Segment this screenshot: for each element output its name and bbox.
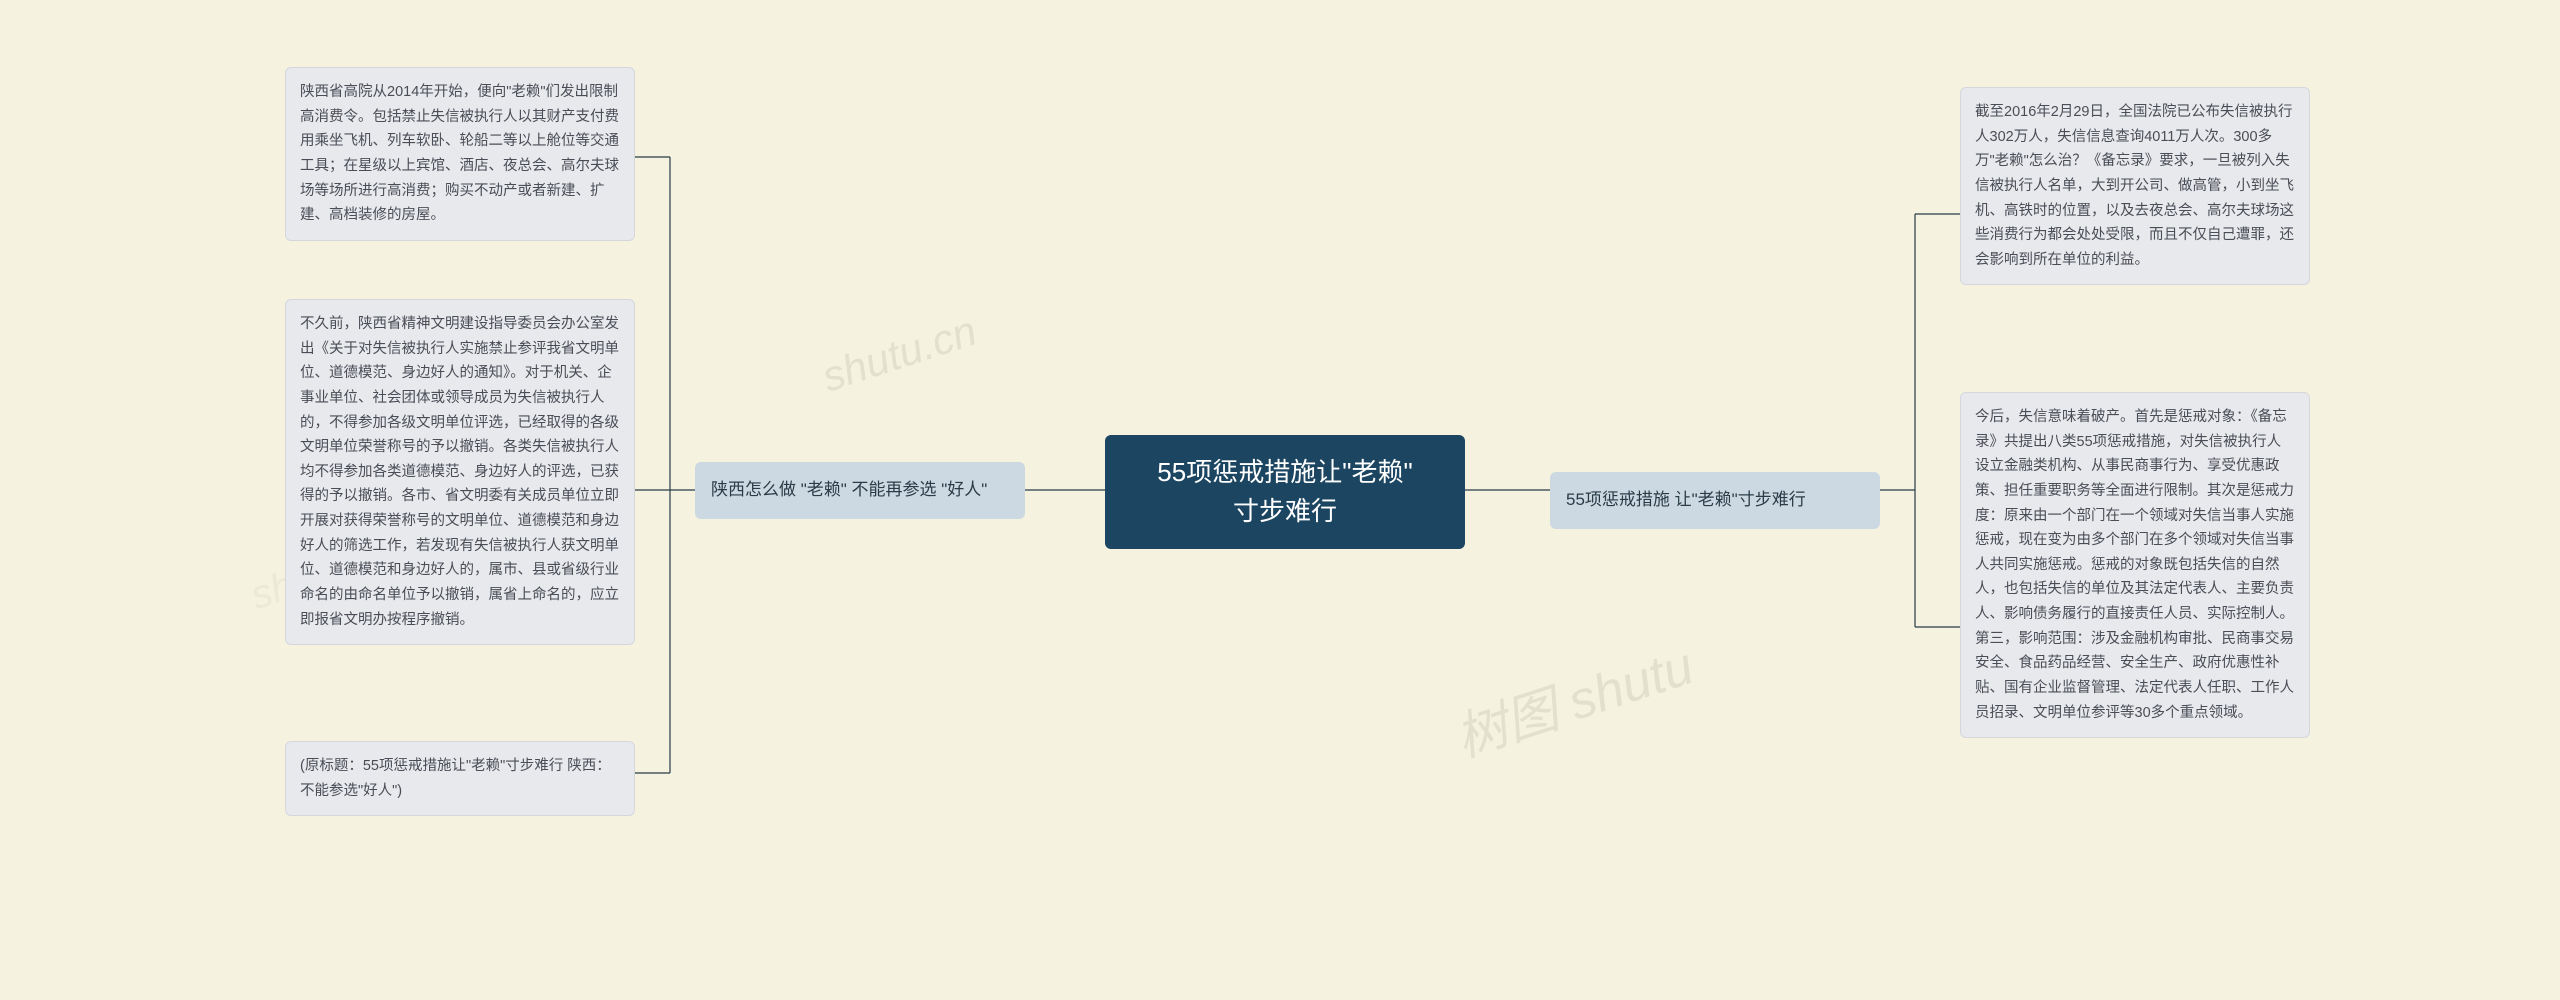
right-leaf-1: 今后，失信意味着破产。首先是惩戒对象：《备忘录》共提出八类55项惩戒措施，对失信… — [1960, 392, 2310, 738]
right-branch: 55项惩戒措施 让"老赖"寸步难行 — [1550, 472, 1880, 529]
right-leaf-0: 截至2016年2月29日，全国法院已公布失信被执行人302万人，失信信息查询40… — [1960, 87, 2310, 285]
watermark: shutu.cn — [816, 307, 982, 402]
center-line2: 寸步难行 — [1129, 492, 1441, 531]
left-leaf-2: (原标题：55项惩戒措施让"老赖"寸步难行 陕西：不能参选"好人") — [285, 741, 635, 816]
left-leaf-1: 不久前，陕西省精神文明建设指导委员会办公室发出《关于对失信被执行人实施禁止参评我… — [285, 299, 635, 645]
watermark: 树图 shutu — [1444, 624, 1701, 771]
center-line1: 55项惩戒措施让"老赖" — [1129, 453, 1441, 492]
left-branch: 陕西怎么做 "老赖" 不能再参选 "好人" — [695, 462, 1025, 519]
mindmap-center: 55项惩戒措施让"老赖" 寸步难行 — [1105, 435, 1465, 549]
left-leaf-0: 陕西省高院从2014年开始，便向"老赖"们发出限制高消费令。包括禁止失信被执行人… — [285, 67, 635, 241]
